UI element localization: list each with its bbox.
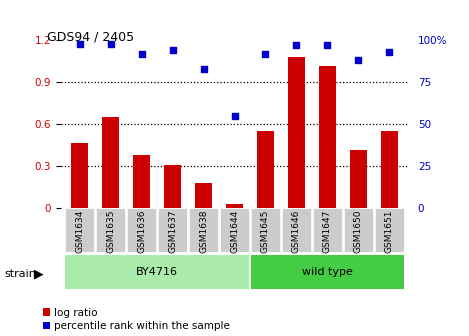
Text: GSM1645: GSM1645: [261, 210, 270, 253]
FancyBboxPatch shape: [189, 208, 218, 252]
FancyBboxPatch shape: [158, 208, 187, 252]
Point: [324, 43, 331, 48]
Point: [231, 113, 238, 119]
Point: [76, 41, 83, 46]
Text: GDS94 / 2405: GDS94 / 2405: [47, 30, 134, 43]
Text: BY4716: BY4716: [136, 267, 178, 277]
Bar: [102, 117, 119, 208]
Bar: [319, 66, 336, 208]
FancyBboxPatch shape: [96, 208, 125, 252]
FancyBboxPatch shape: [127, 208, 156, 252]
Text: ▶: ▶: [34, 267, 44, 280]
Text: GSM1635: GSM1635: [106, 210, 115, 253]
FancyBboxPatch shape: [65, 208, 94, 252]
Text: wild type: wild type: [302, 267, 353, 277]
Point: [200, 66, 207, 72]
Bar: [164, 165, 181, 208]
Bar: [195, 183, 212, 208]
FancyBboxPatch shape: [282, 208, 311, 252]
Text: GSM1638: GSM1638: [199, 210, 208, 253]
Text: GSM1637: GSM1637: [168, 210, 177, 253]
Text: GSM1636: GSM1636: [137, 210, 146, 253]
FancyBboxPatch shape: [344, 208, 373, 252]
Text: GSM1647: GSM1647: [323, 210, 332, 253]
Text: GSM1646: GSM1646: [292, 210, 301, 253]
Bar: [71, 142, 88, 208]
Bar: [257, 131, 274, 208]
Point: [169, 48, 176, 53]
FancyBboxPatch shape: [220, 208, 249, 252]
Text: strain: strain: [5, 269, 37, 279]
Text: GSM1650: GSM1650: [354, 210, 363, 253]
FancyBboxPatch shape: [313, 208, 342, 252]
Bar: [226, 204, 243, 208]
FancyBboxPatch shape: [65, 255, 249, 289]
Legend: log ratio, percentile rank within the sample: log ratio, percentile rank within the sa…: [43, 308, 230, 331]
Bar: [133, 155, 150, 208]
Bar: [381, 131, 398, 208]
Point: [262, 51, 269, 56]
FancyBboxPatch shape: [251, 255, 404, 289]
Point: [138, 51, 145, 56]
Text: GSM1644: GSM1644: [230, 210, 239, 253]
FancyBboxPatch shape: [251, 208, 280, 252]
Text: GSM1634: GSM1634: [75, 210, 84, 253]
Bar: [288, 57, 305, 208]
Point: [293, 43, 300, 48]
FancyBboxPatch shape: [375, 208, 404, 252]
Point: [107, 41, 114, 46]
Point: [386, 49, 393, 55]
Point: [355, 58, 362, 63]
Text: GSM1651: GSM1651: [385, 210, 394, 253]
Bar: [350, 150, 367, 208]
